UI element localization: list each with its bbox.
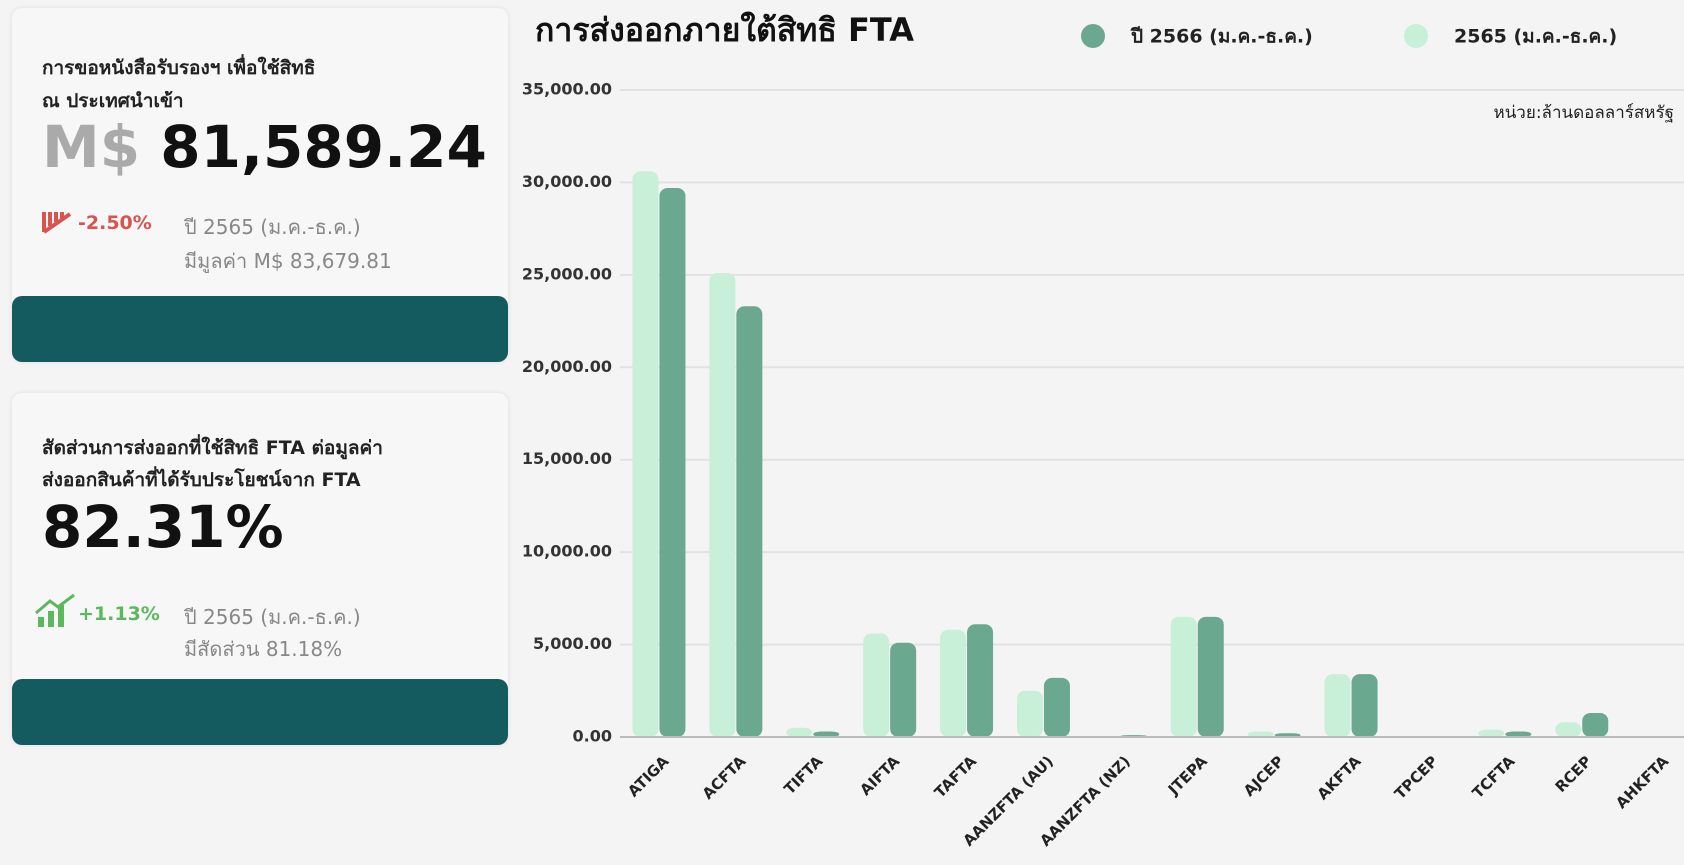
bar (1016, 690, 1043, 737)
y-tick-label: 20,000.00 (522, 357, 612, 376)
x-tick-label: AJCEP (1240, 752, 1288, 800)
card-footer (12, 679, 508, 745)
bar (736, 306, 763, 737)
y-tick-label: 10,000.00 (522, 542, 612, 561)
bar (890, 642, 917, 737)
y-tick-label: 5,000.00 (533, 634, 612, 653)
x-tick-label: JTEPA (1164, 752, 1211, 799)
card-compare-value: มีมูลค่า M$ 83,679.81 (184, 249, 392, 273)
card-value: 82.31% (42, 493, 284, 561)
bar (632, 171, 659, 737)
down-icon (42, 212, 72, 234)
y-tick-label: 35,000.00 (522, 80, 612, 99)
card-compare-period: ปี 2565 (ม.ค.-ธ.ค.) (184, 605, 361, 629)
y-tick-label: 15,000.00 (522, 449, 612, 468)
bar (1247, 731, 1274, 737)
legend-swatch (1404, 24, 1428, 48)
x-tick-label: TPCEP (1391, 752, 1442, 803)
legend-swatch (1081, 24, 1105, 48)
x-tick-label: ACFTA (699, 752, 750, 803)
bar (1170, 616, 1197, 737)
bar (1324, 674, 1351, 737)
y-tick-label: 25,000.00 (522, 264, 612, 283)
bar (1351, 674, 1378, 737)
card-compare-period: ปี 2565 (ม.ค.-ธ.ค.) (184, 215, 361, 239)
bar (1582, 712, 1609, 737)
bar (813, 731, 840, 737)
x-tick-label: TIFTA (780, 752, 826, 798)
card-title: สัดส่วนการส่งออกที่ใช้สิทธิ FTA ต่อมูลค่… (42, 437, 383, 459)
bar (1197, 616, 1224, 737)
legend-label: 2565 (ม.ค.-ธ.ค.) (1454, 26, 1617, 48)
y-tick-label: 0.00 (573, 727, 612, 746)
bar (709, 273, 736, 737)
bar (659, 187, 686, 737)
bar (940, 629, 967, 737)
card: การขอหนังสือรับรองฯ เพื่อใช้สิทธิ ณ ประเ… (12, 8, 508, 362)
legend-label: ปี 2566 (ม.ค.-ธ.ค.) (1130, 26, 1313, 48)
chart-title: การส่งออกภายใต้สิทธิ FTA (535, 11, 914, 49)
bar (1478, 729, 1505, 737)
y-tick-label: 30,000.00 (522, 172, 612, 191)
bar (1043, 677, 1070, 737)
card-title: ณ ประเทศนำเข้า (42, 90, 184, 112)
bar (967, 624, 994, 737)
card-change: -2.50% (78, 212, 152, 234)
x-tick-label: TCFTA (1469, 752, 1519, 802)
card-change: +1.13% (78, 603, 160, 625)
card-footer (12, 296, 508, 362)
card-value: M$ 81,589.24 (42, 113, 487, 181)
x-tick-label: AIFTA (856, 752, 903, 799)
x-tick-label: AHKFTA (1612, 752, 1672, 812)
card: สัดส่วนการส่งออกที่ใช้สิทธิ FTA ต่อมูลค่… (12, 393, 508, 745)
x-tick-label: RCEP (1552, 752, 1596, 796)
card-title: ส่งออกสินค้าที่ได้รับประโยชน์จาก FTA (42, 469, 361, 491)
card-title: การขอหนังสือรับรองฯ เพื่อใช้สิทธิ (42, 57, 316, 79)
card-compare-value: มีสัดส่วน 81.18% (184, 637, 343, 661)
bar (863, 633, 890, 737)
bar (1555, 722, 1582, 737)
x-tick-label: ATIGA (624, 752, 672, 800)
up-icon (35, 593, 75, 627)
bar (786, 727, 813, 737)
unit-label: หน่วย:ล้านดอลลาร์สหรัฐ (1493, 103, 1674, 123)
card-number: 81,589.24 (160, 113, 487, 181)
bar (1505, 731, 1532, 737)
x-tick-label: AKFTA (1314, 752, 1365, 803)
card-unit: M$ (42, 113, 141, 181)
x-tick-label: TAFTA (931, 752, 980, 801)
